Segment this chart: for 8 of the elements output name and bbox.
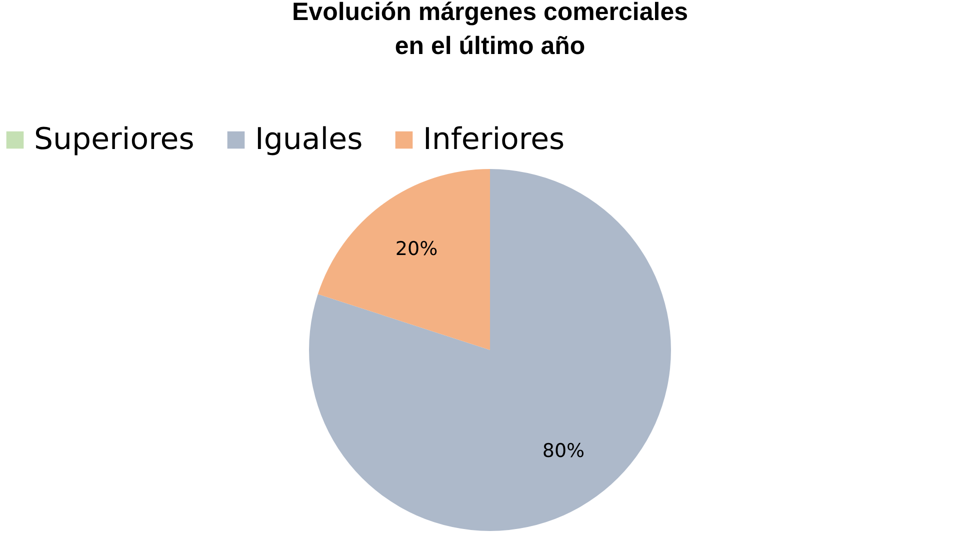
data-label: 80% [542, 440, 585, 462]
legend-label: Superiores [34, 122, 194, 157]
chart-title: Evolución márgenes comerciales en el último año [292, 0, 688, 60]
legend-label: Iguales [255, 122, 363, 157]
data-label: 20% [395, 238, 438, 260]
legend-label: Inferiores [423, 122, 565, 157]
pie-slice [318, 169, 490, 350]
pie-slice [309, 169, 671, 531]
